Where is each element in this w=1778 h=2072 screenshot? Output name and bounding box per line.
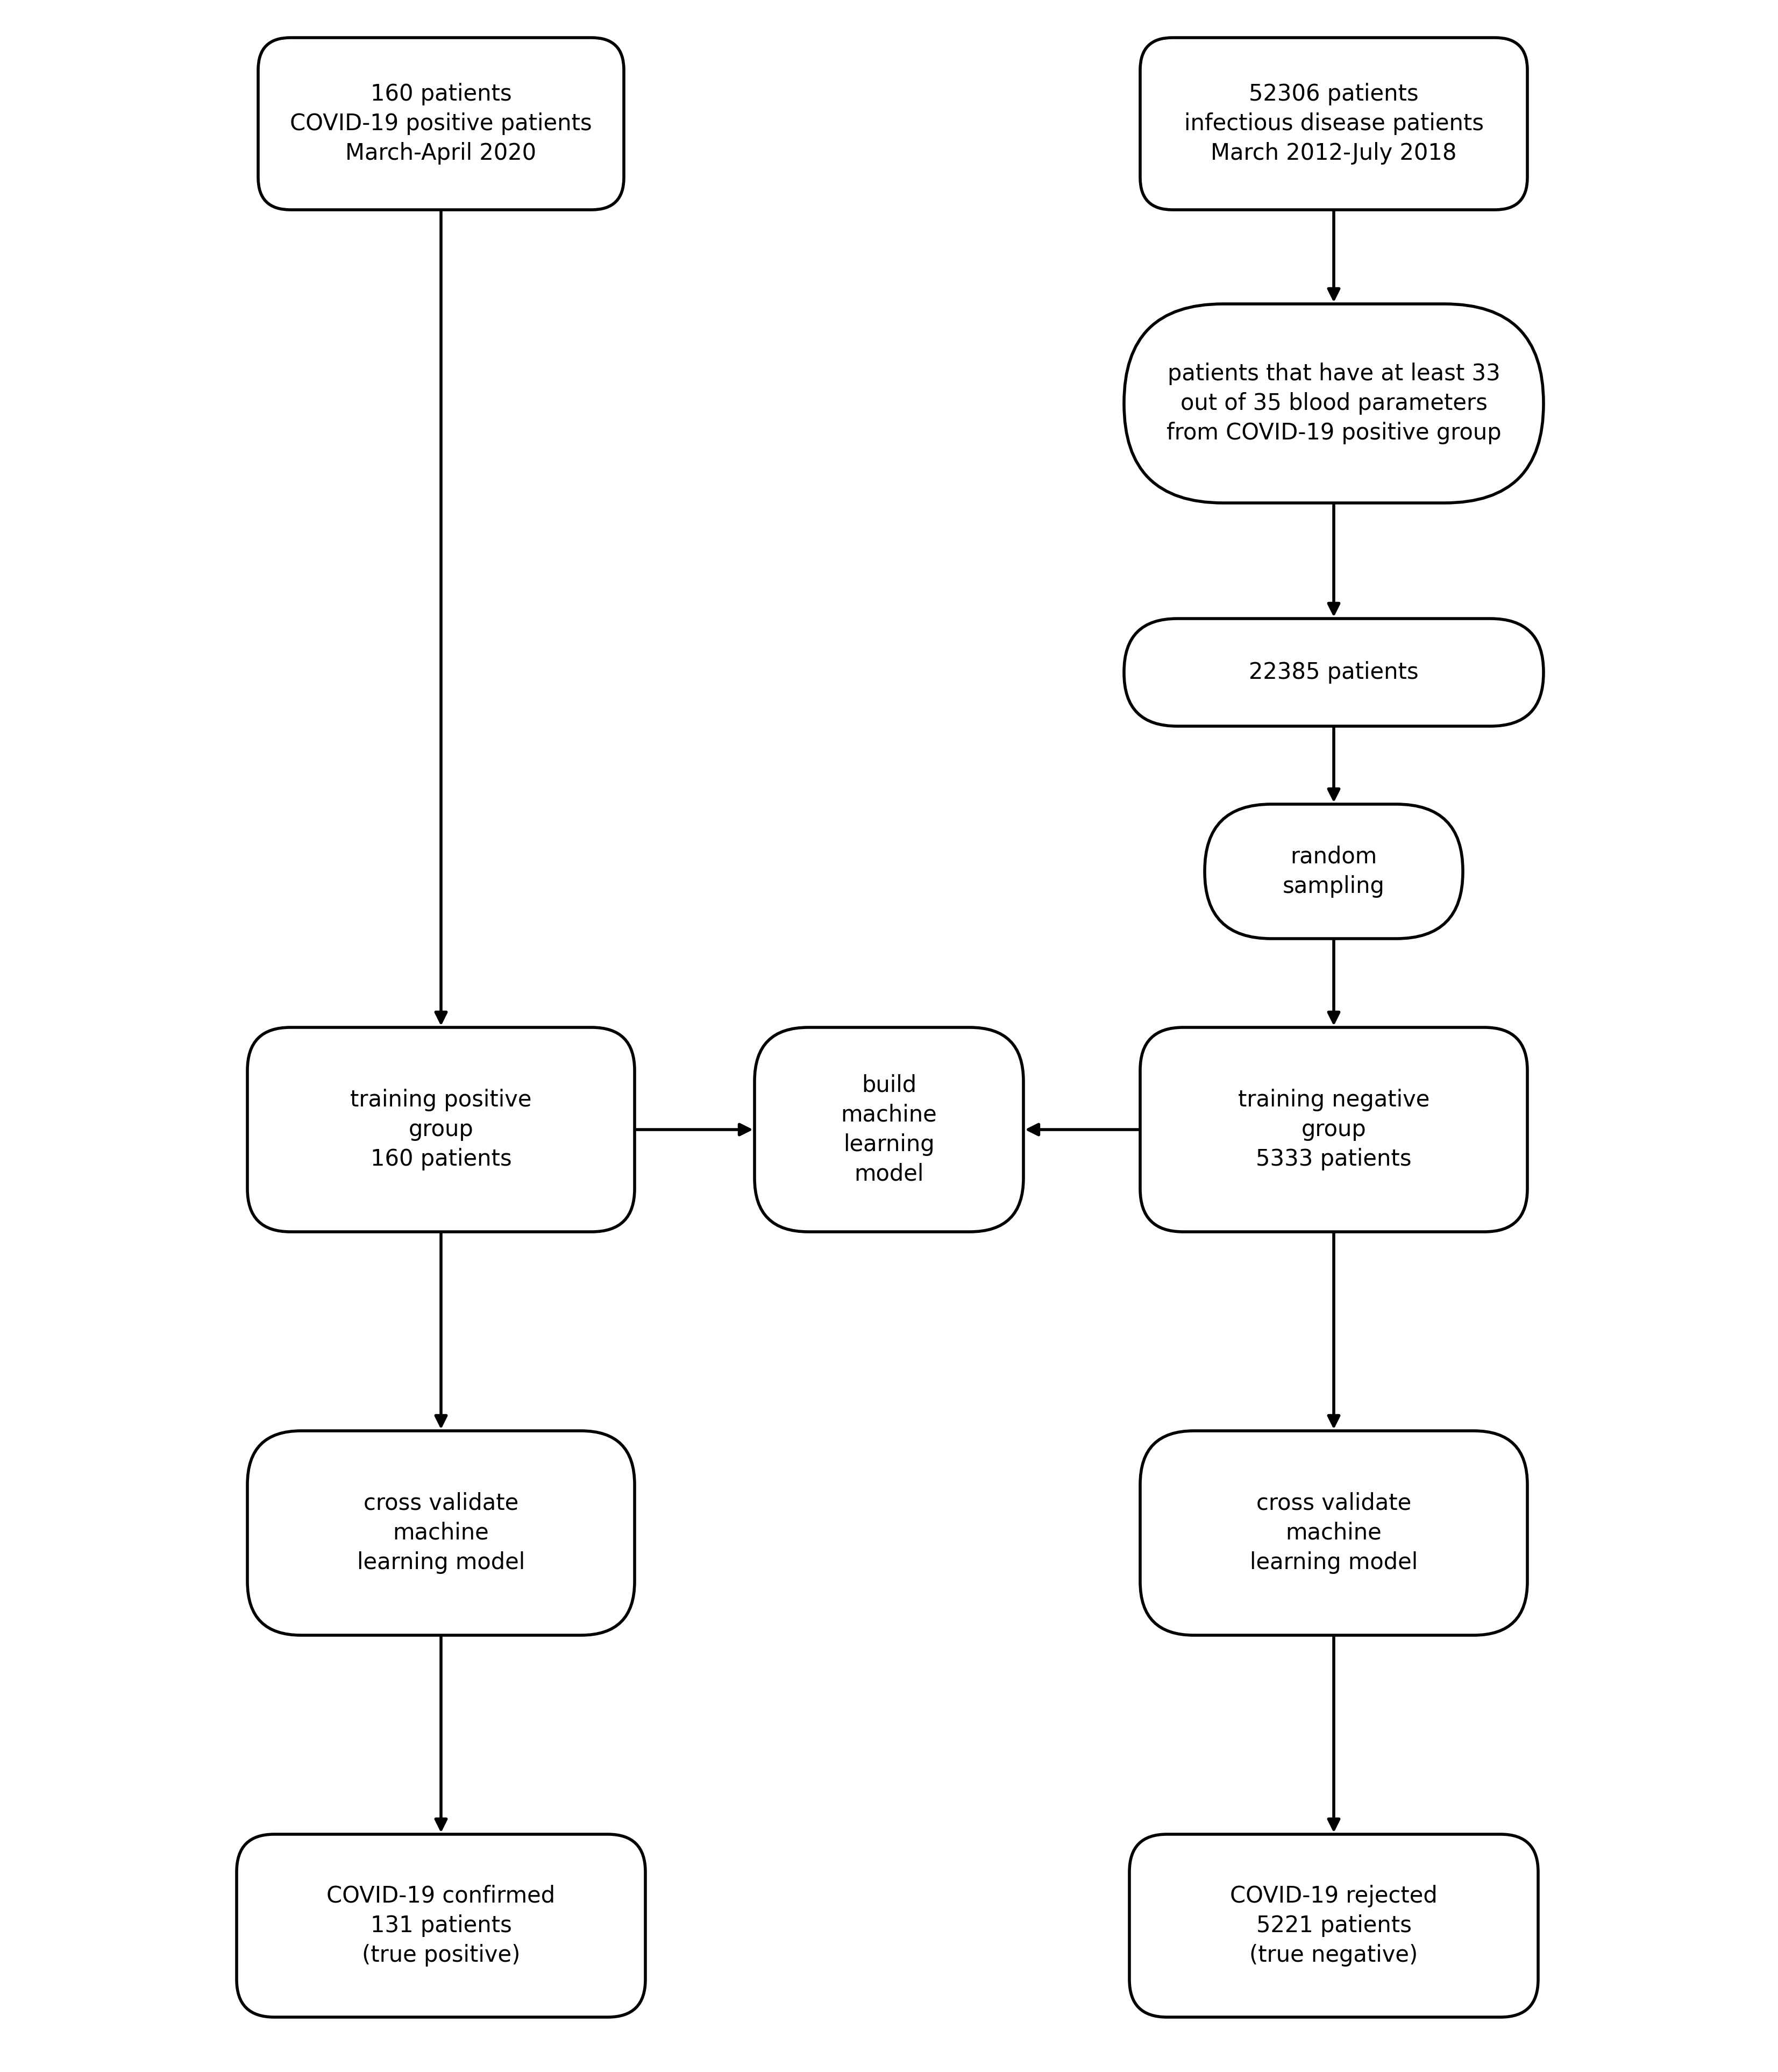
Text: 22385 patients: 22385 patients — [1248, 661, 1419, 684]
Text: COVID-19 rejected
5221 patients
(true negative): COVID-19 rejected 5221 patients (true ne… — [1230, 1886, 1437, 1966]
FancyBboxPatch shape — [247, 1028, 635, 1231]
Text: COVID-19 confirmed
131 patients
(true positive): COVID-19 confirmed 131 patients (true po… — [327, 1886, 555, 1966]
FancyBboxPatch shape — [1124, 305, 1543, 503]
Text: 52306 patients
infectious disease patients
March 2012-July 2018: 52306 patients infectious disease patien… — [1184, 83, 1483, 164]
Text: random
sampling: random sampling — [1282, 845, 1385, 897]
Text: training positive
group
160 patients: training positive group 160 patients — [350, 1088, 532, 1171]
Text: build
machine
learning
model: build machine learning model — [841, 1073, 937, 1185]
Text: patients that have at least 33
out of 35 blood parameters
from COVID-19 positive: patients that have at least 33 out of 35… — [1166, 363, 1501, 443]
Text: 160 patients
COVID-19 positive patients
March-April 2020: 160 patients COVID-19 positive patients … — [290, 83, 592, 164]
Text: cross validate
machine
learning model: cross validate machine learning model — [1250, 1492, 1417, 1575]
FancyBboxPatch shape — [1140, 1028, 1527, 1231]
FancyBboxPatch shape — [1129, 1834, 1538, 2018]
FancyBboxPatch shape — [247, 1432, 635, 1635]
FancyBboxPatch shape — [1140, 37, 1527, 209]
Text: training negative
group
5333 patients: training negative group 5333 patients — [1237, 1088, 1430, 1171]
FancyBboxPatch shape — [1124, 620, 1543, 725]
FancyBboxPatch shape — [236, 1834, 645, 2018]
FancyBboxPatch shape — [1205, 804, 1463, 939]
FancyBboxPatch shape — [258, 37, 624, 209]
FancyBboxPatch shape — [1140, 1432, 1527, 1635]
Text: cross validate
machine
learning model: cross validate machine learning model — [357, 1492, 525, 1575]
FancyBboxPatch shape — [754, 1028, 1024, 1231]
